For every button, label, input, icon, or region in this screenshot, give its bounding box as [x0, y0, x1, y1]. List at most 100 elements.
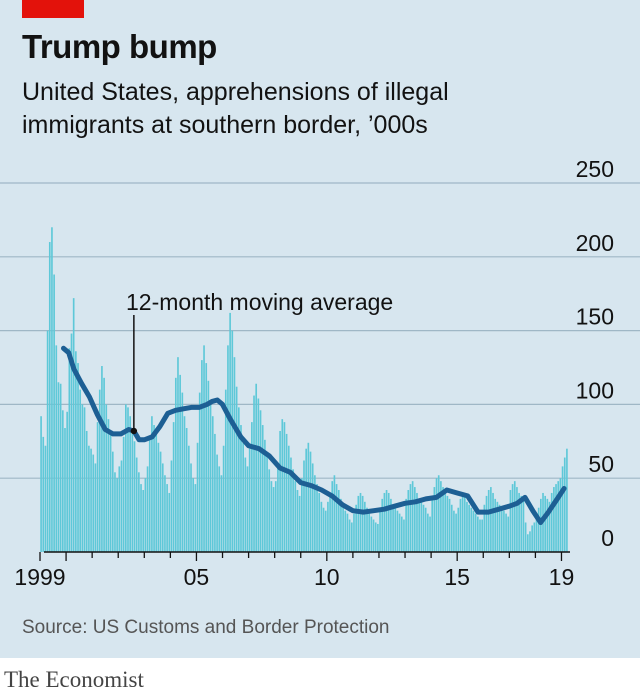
bar	[274, 481, 277, 552]
bar	[242, 442, 244, 552]
bar	[457, 507, 460, 552]
bar	[518, 492, 520, 552]
bar	[272, 487, 275, 552]
bar	[359, 492, 362, 552]
chart-subtitle-line-1: United States, apprehensions of illegal	[22, 78, 449, 106]
bar	[411, 481, 414, 552]
bar	[190, 463, 192, 552]
bar	[314, 475, 316, 552]
bar	[557, 481, 560, 552]
bar	[61, 410, 64, 552]
bar	[318, 492, 321, 552]
bar	[253, 395, 255, 552]
bar	[257, 398, 260, 552]
bar	[68, 348, 71, 552]
bar	[222, 445, 225, 552]
bar	[194, 484, 197, 552]
bar	[114, 472, 116, 552]
x-tick-label-15: 15	[444, 564, 470, 590]
bar	[255, 383, 258, 552]
y-tick-label-250: 250	[576, 160, 614, 182]
bar	[342, 504, 344, 552]
bar	[211, 416, 214, 552]
bar	[270, 481, 273, 552]
y-tick-labels: 0 50 100 150 200 250	[576, 160, 614, 551]
bar	[305, 448, 307, 552]
bar	[248, 448, 251, 552]
bar	[142, 490, 145, 552]
bar	[350, 522, 353, 552]
bar	[466, 501, 468, 552]
bar	[409, 484, 412, 552]
bar	[125, 404, 127, 552]
bar	[346, 513, 349, 552]
bar	[66, 411, 68, 552]
bar	[105, 404, 108, 552]
bar	[503, 510, 505, 552]
x-tick-label-05: 05	[184, 564, 210, 590]
bar	[442, 487, 444, 552]
x-tick-label-19: 19	[549, 564, 575, 590]
bar	[244, 457, 247, 552]
y-tick-label-200: 200	[576, 230, 614, 256]
y-tick-label-50: 50	[588, 451, 614, 477]
bar	[500, 507, 503, 552]
bar	[461, 492, 464, 552]
bar	[42, 436, 45, 552]
chart-svg: 0 50 100 150 200 250 1999 05 10 15 19 12-month mo…	[0, 160, 640, 590]
bar	[53, 274, 55, 552]
bar	[379, 507, 381, 552]
bar	[83, 407, 86, 552]
bar	[531, 525, 533, 552]
bar	[529, 531, 531, 552]
bar	[483, 504, 486, 552]
annotation-label: 12-month moving average	[126, 289, 393, 315]
bar	[111, 451, 114, 552]
bar	[477, 516, 479, 552]
bar	[129, 416, 131, 552]
bar	[90, 448, 92, 552]
y-tick-label-150: 150	[576, 304, 614, 330]
bar	[485, 495, 488, 552]
bar	[470, 507, 473, 552]
bar	[294, 481, 297, 552]
bar	[303, 460, 305, 552]
bar	[446, 495, 449, 552]
bar	[309, 451, 312, 552]
bar	[144, 478, 147, 552]
bar	[468, 504, 470, 552]
bar	[448, 498, 451, 552]
annotation-dot	[130, 427, 138, 435]
bar	[435, 478, 438, 552]
chart-panel: Trump bump United States, apprehensions …	[0, 0, 640, 658]
bar-series	[40, 227, 568, 552]
gridlines	[0, 182, 640, 479]
bar	[122, 436, 125, 552]
bar	[290, 457, 292, 552]
bar	[177, 357, 179, 552]
bar	[511, 484, 514, 552]
bar	[559, 478, 562, 552]
bar	[418, 498, 420, 552]
bar	[520, 495, 523, 552]
bar	[216, 454, 218, 552]
bar	[403, 519, 405, 552]
bar	[340, 498, 342, 552]
bar	[522, 498, 525, 552]
bar	[57, 382, 60, 552]
bar	[472, 510, 475, 552]
bar	[533, 522, 536, 552]
bar	[85, 430, 88, 552]
chart-subtitle-line-2: immigrants at southern border, ’000s	[22, 111, 428, 139]
bar	[453, 510, 455, 552]
bar	[96, 422, 99, 552]
bar	[48, 242, 51, 552]
bar	[537, 507, 540, 552]
bar	[94, 463, 97, 552]
bar	[298, 495, 301, 552]
bar	[450, 504, 453, 552]
bar	[246, 466, 249, 552]
bar	[398, 513, 401, 552]
bar	[146, 466, 149, 552]
bar	[161, 463, 164, 552]
